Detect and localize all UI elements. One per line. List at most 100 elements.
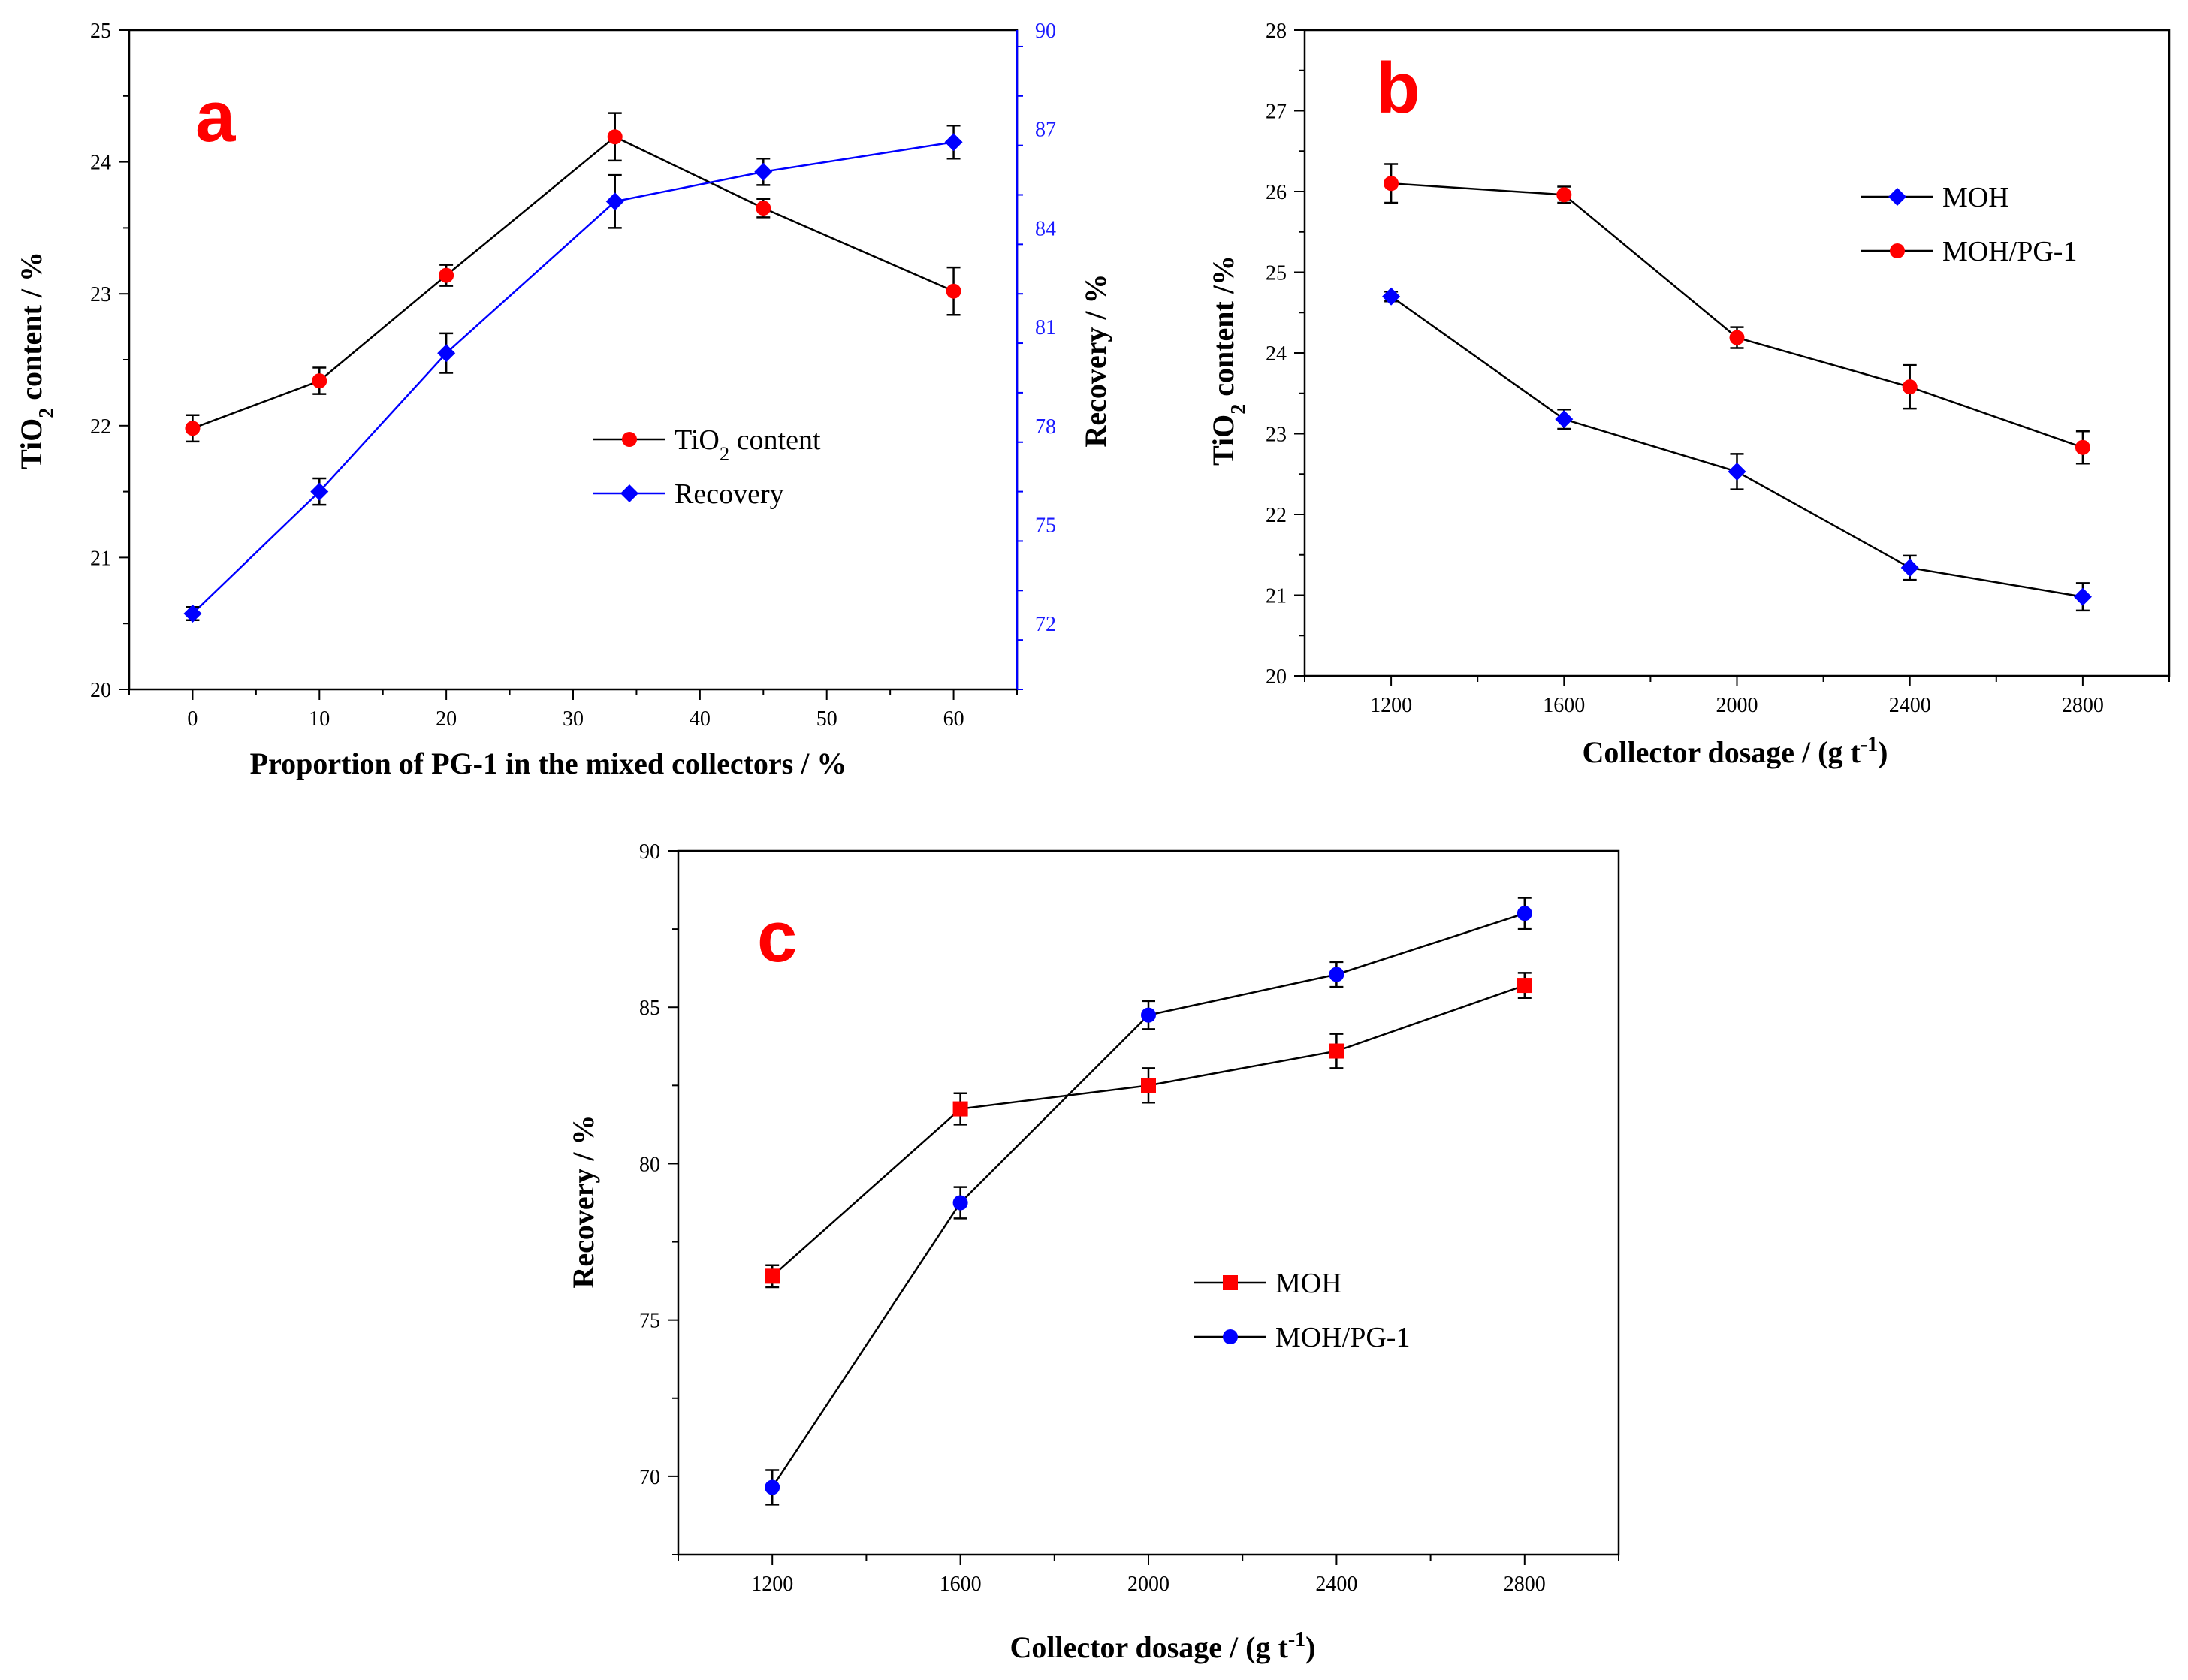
- legend-marker: [1888, 188, 1906, 206]
- x-tick-label: 30: [563, 707, 584, 731]
- data-point: [1729, 330, 1745, 345]
- y-tick-label: 23: [1266, 424, 1287, 447]
- legend-label: MOH: [1942, 182, 2009, 213]
- data-point: [2075, 439, 2090, 455]
- y-tick-label: 26: [1266, 181, 1287, 204]
- legend-entry: MOH/PG-1: [1194, 1322, 1410, 1353]
- data-point: [1900, 558, 1919, 577]
- y-axis-title: TiO2 content / %: [14, 252, 59, 469]
- data-point: [952, 1195, 968, 1211]
- series-moh: [1382, 287, 2092, 612]
- plot-frame: [1303, 29, 2171, 677]
- x-tick-label: 2000: [1127, 1573, 1169, 1596]
- x-axis-title: Collector dosage / (g t-1): [1010, 1628, 1316, 1665]
- y2-tick-label: 78: [1035, 415, 1056, 439]
- x-tick-label: 50: [816, 707, 837, 731]
- data-point: [1728, 463, 1746, 481]
- data-point: [946, 283, 961, 299]
- legend-entry: TiO2 content: [593, 424, 821, 465]
- legend-label: MOH: [1275, 1268, 1342, 1299]
- y2-tick-label: 75: [1035, 514, 1056, 538]
- data-point: [605, 192, 624, 211]
- data-point: [1329, 1043, 1344, 1059]
- x-tick-label: 2400: [1889, 694, 1931, 717]
- y-tick-label: 24: [90, 152, 111, 175]
- x-tick-label: 2800: [2062, 694, 2104, 717]
- data-point: [1141, 1078, 1156, 1093]
- y-tick-label: 90: [639, 840, 660, 864]
- y2-axis-title: Recovery / %: [1079, 273, 1112, 447]
- x-tick-label: 20: [436, 707, 457, 731]
- panel-label: b: [1376, 48, 1420, 128]
- legend-entry: MOH: [1861, 182, 2009, 213]
- y-tick-label: 80: [639, 1153, 660, 1176]
- legend-label: Recovery: [675, 478, 784, 510]
- data-point: [1141, 1007, 1156, 1023]
- series-recovery: [183, 125, 963, 623]
- y-tick-label: 70: [639, 1466, 660, 1489]
- data-point: [310, 482, 329, 501]
- series-moh-pg-1: [765, 897, 1532, 1506]
- y-tick-label: 75: [639, 1310, 660, 1333]
- plot-frame: [128, 29, 1019, 691]
- y2-tick-label: 81: [1035, 316, 1056, 339]
- legend-label: MOH/PG-1: [1942, 236, 2077, 267]
- data-point: [1517, 906, 1532, 921]
- y-axis-title: TiO2 content /%: [1206, 255, 1251, 466]
- y2-tick-label: 84: [1035, 217, 1056, 240]
- x-tick-label: 0: [187, 707, 198, 731]
- data-point: [1382, 287, 1401, 306]
- data-point: [1329, 967, 1344, 982]
- x-tick-label: 10: [309, 707, 330, 731]
- series-moh: [765, 972, 1532, 1289]
- data-point: [607, 129, 623, 145]
- y2-tick-label: 87: [1035, 119, 1056, 142]
- legend-marker: [1223, 1329, 1238, 1344]
- panel-c: 1200 1600 2000 2400 2800 70 75 80 85 90 Collector …: [566, 840, 1620, 1665]
- x-axis-title: Collector dosage / (g t-1): [1583, 733, 1888, 770]
- legend-label: MOH/PG-1: [1275, 1322, 1410, 1353]
- legend-entry: MOH: [1194, 1268, 1342, 1299]
- plot-frame: [677, 849, 1620, 1556]
- panel-b: 1200 1600 2000 2400 2800 20 21 22 23 24 25 26 27 28 Co…: [1206, 20, 2171, 770]
- y-tick-label: 85: [639, 997, 660, 1020]
- data-point: [944, 133, 963, 152]
- series-line: [771, 912, 1526, 1488]
- data-point: [765, 1268, 780, 1284]
- panel-a: 0 10 20 30 40 50 60 20 21 22 23 24 25 72 75 78 81 84 87 90 P…: [14, 20, 1112, 780]
- data-point: [1902, 379, 1918, 395]
- y-tick-label: 21: [1266, 585, 1287, 608]
- x-tick-label: 2000: [1716, 694, 1758, 717]
- x-tick-label: 60: [943, 707, 964, 731]
- y-tick-label: 22: [90, 415, 111, 439]
- data-point: [765, 1479, 780, 1495]
- y-axis-title: Recovery / %: [566, 1114, 600, 1288]
- x-tick-label: 1200: [1370, 694, 1412, 717]
- x-tick-label: 1600: [1543, 694, 1585, 717]
- x-tick-label: 1600: [940, 1573, 982, 1596]
- y-tick-label: 25: [1266, 262, 1287, 285]
- data-point: [437, 344, 456, 363]
- y-tick-label: 27: [1266, 101, 1287, 124]
- y-tick-label: 24: [1266, 342, 1287, 366]
- legend-marker: [1223, 1275, 1238, 1290]
- series-tio2-content: [185, 112, 961, 443]
- data-point: [952, 1101, 968, 1117]
- legend-entry: MOH/PG-1: [1861, 236, 2077, 267]
- data-point: [183, 605, 202, 623]
- data-point: [1517, 978, 1532, 994]
- y-tick-label: 23: [90, 283, 111, 306]
- legend-entry: Recovery: [593, 478, 784, 510]
- legend-marker: [620, 484, 638, 502]
- y-tick-label: 25: [90, 20, 111, 43]
- panel-label: a: [195, 77, 236, 157]
- y-tick-label: 20: [1266, 665, 1287, 689]
- y-tick-label: 20: [90, 679, 111, 702]
- y2-tick-label: 72: [1035, 613, 1056, 636]
- x-tick-label: 1200: [751, 1573, 793, 1596]
- y-tick-label: 28: [1266, 20, 1287, 43]
- x-tick-label: 2800: [1504, 1573, 1546, 1596]
- legend-label: TiO2 content: [675, 424, 821, 465]
- data-point: [1555, 410, 1574, 429]
- data-point: [185, 421, 201, 436]
